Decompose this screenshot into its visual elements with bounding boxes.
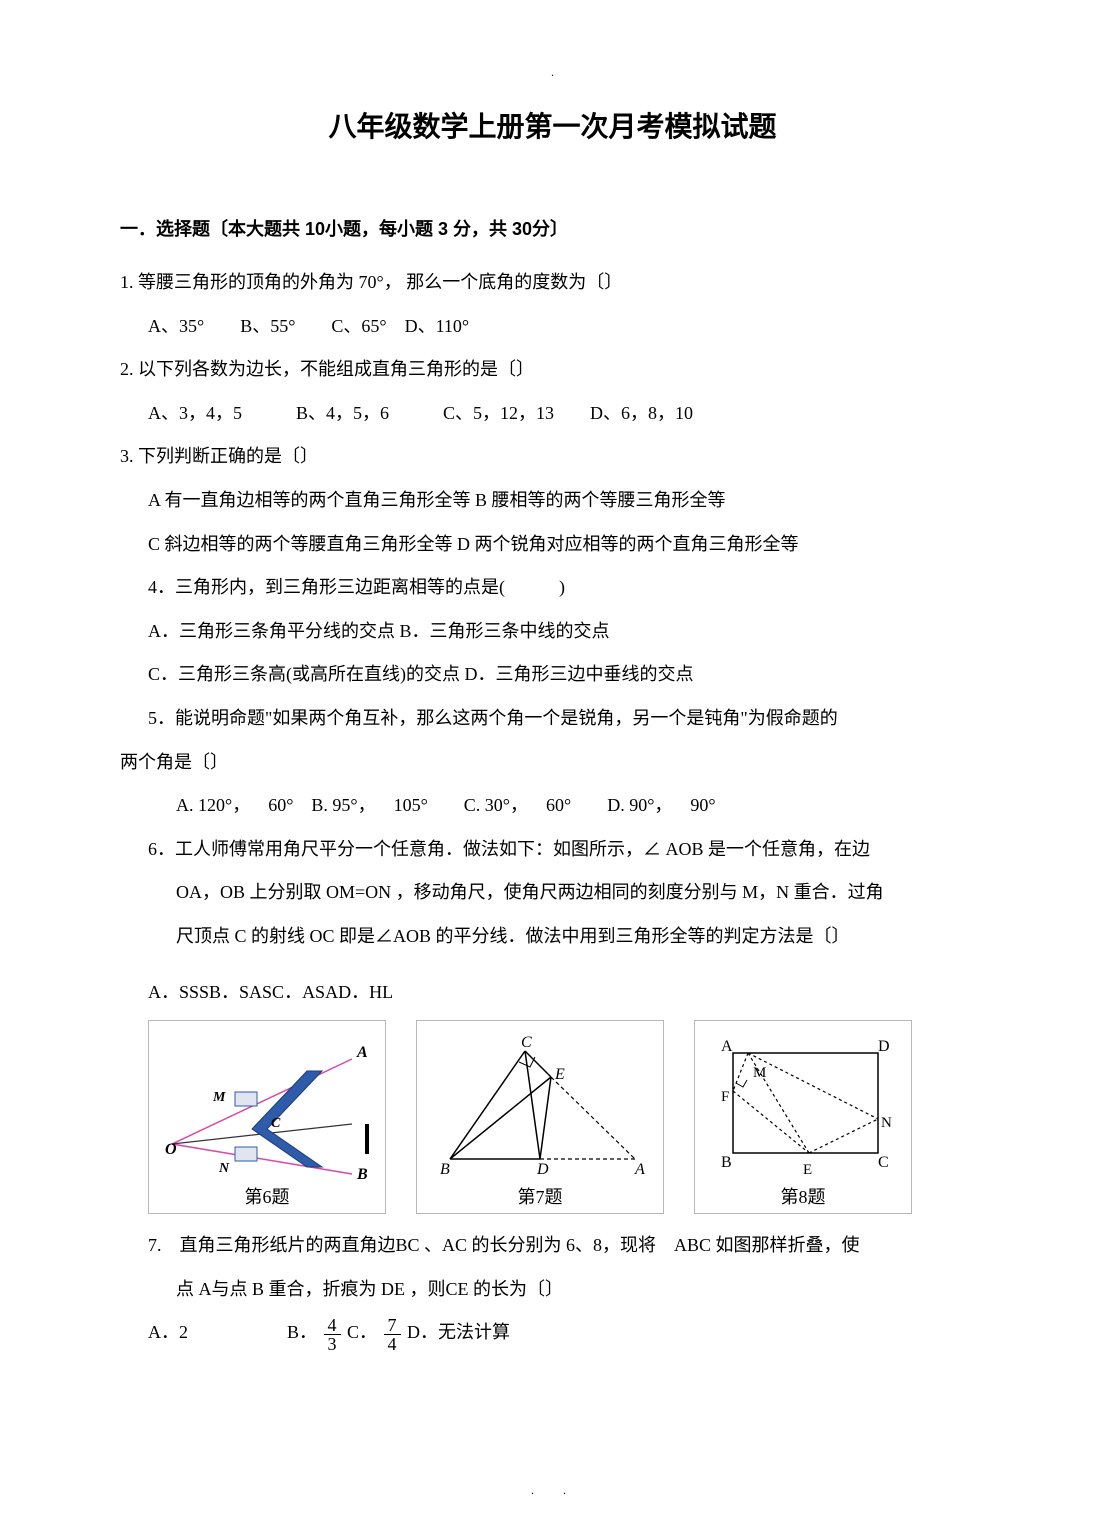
svg-text:N: N (881, 1115, 892, 1131)
svg-text:A: A (721, 1038, 733, 1055)
q4-opt-cd: C．三角形三条高(或高所在直线)的交点 D．三角形三边中垂线的交点 (120, 655, 985, 695)
q6-line2: OA，OB 上分别取 OM=ON ，移动角尺，使角尺两边相同的刻度分别与 M，N… (120, 873, 985, 913)
q7-frac2: 7 4 (384, 1316, 401, 1353)
q6-line1: 6．工人师傅常用角尺平分一个任意角．做法如下：如图所示，∠ AOB 是一个任意角… (120, 830, 985, 870)
svg-text:O: O (165, 1141, 177, 1158)
q1-options: A、35° B、55° C、65° D、110° (120, 307, 985, 347)
svg-text:C: C (878, 1154, 889, 1171)
q2-text: 2. 以下列各数为边长，不能组成直角三角形的是〔〕 (120, 350, 985, 390)
q1-text: 1. 等腰三角形的顶角的外角为 70°， 那么一个底角的度数为〔〕 (120, 263, 985, 303)
q7-opt-c: C． (347, 1322, 377, 1342)
q3-opt-cd: C 斜边相等的两个等腰直角三角形全等 D 两个锐角对应相等的两个直角三角形全等 (120, 525, 985, 565)
q7-frac1: 4 3 (324, 1316, 341, 1353)
q5-options: A. 120°， 60° B. 95°， 105° C. 30°， 60° D.… (120, 786, 985, 826)
svg-text:B: B (721, 1154, 732, 1171)
q7-opt-b: B． (287, 1322, 317, 1342)
svg-text:D: D (536, 1161, 549, 1178)
svg-text:E: E (554, 1066, 565, 1083)
q7-line2: 点 A与点 B 重合，折痕为 DE ，则CE 的长为〔〕 (120, 1270, 985, 1310)
svg-text:A: A (634, 1161, 645, 1178)
figure-6-label: 第6题 (245, 1183, 290, 1209)
bottom-marker: · · (531, 1486, 575, 1501)
svg-text:B: B (356, 1166, 368, 1179)
svg-text:B: B (440, 1161, 450, 1178)
q7-frac1-den: 3 (324, 1335, 341, 1353)
svg-text:N: N (218, 1161, 230, 1176)
figures-row: A B O M N C 第6题 C B A D E (148, 1020, 985, 1214)
svg-text:C: C (521, 1034, 532, 1051)
q7-frac1-num: 4 (324, 1316, 341, 1335)
q5-line2: 两个角是〔〕 (120, 743, 985, 783)
svg-text:C: C (271, 1116, 281, 1131)
figure-6: A B O M N C 第6题 (148, 1020, 386, 1214)
svg-text:D: D (878, 1038, 890, 1055)
svg-text:M: M (212, 1090, 226, 1105)
q7-opt-a: A．2 (148, 1322, 188, 1342)
q7-line1: 7. 直角三角形纸片的两直角边BC 、AC 的长分别为 6、8，现将 ABC 如… (120, 1226, 985, 1266)
figure-7-label: 第7题 (518, 1183, 563, 1209)
figure-8-label: 第8题 (781, 1183, 826, 1209)
q7-frac2-num: 7 (384, 1316, 401, 1335)
figure-8-svg: A D B C M F N E (703, 1029, 903, 1179)
q2-options: A、3，4，5 B、4，5，6 C、5，12，13 D、6，8，10 (120, 394, 985, 434)
q6-options: A．SSSB．SASC．ASAD．HL (120, 973, 985, 1013)
svg-text:M: M (753, 1065, 766, 1081)
q4-text: 4．三角形内，到三角形三边距离相等的点是( ) (120, 568, 985, 608)
figure-8: A D B C M F N E 第8题 (694, 1020, 912, 1214)
svg-text:A: A (356, 1044, 368, 1061)
section-header: 一．选择题〔本大题共 10小题，每小题 3 分，共 30分〕 (120, 215, 985, 241)
q7-opt-d: D．无法计算 (407, 1322, 510, 1342)
page-title: 八年级数学上册第一次月考模拟试题 (120, 105, 985, 145)
top-marker: · (551, 68, 555, 83)
figure-6-svg: A B O M N C (157, 1029, 377, 1179)
figure-7: C B A D E 第7题 (416, 1020, 664, 1214)
q7-frac2-den: 4 (384, 1335, 401, 1353)
figure-7-svg: C B A D E (425, 1029, 655, 1179)
svg-text:F: F (721, 1089, 729, 1105)
q7-options: A．2 B． 4 3 C． 7 4 D．无法计算 (120, 1313, 985, 1353)
q5-line1: 5．能说明命题"如果两个角互补，那么这两个角一个是锐角，另一个是钝角"为假命题的 (120, 699, 985, 739)
q4-opt-ab: A．三角形三条角平分线的交点 B．三角形三条中线的交点 (120, 612, 985, 652)
svg-text:E: E (803, 1162, 812, 1178)
q3-opt-ab: A 有一直角边相等的两个直角三角形全等 B 腰相等的两个等腰三角形全等 (120, 481, 985, 521)
q3-text: 3. 下列判断正确的是〔〕 (120, 437, 985, 477)
q6-line3: 尺顶点 C 的射线 OC 即是∠AOB 的平分线．做法中用到三角形全等的判定方法… (120, 917, 985, 957)
